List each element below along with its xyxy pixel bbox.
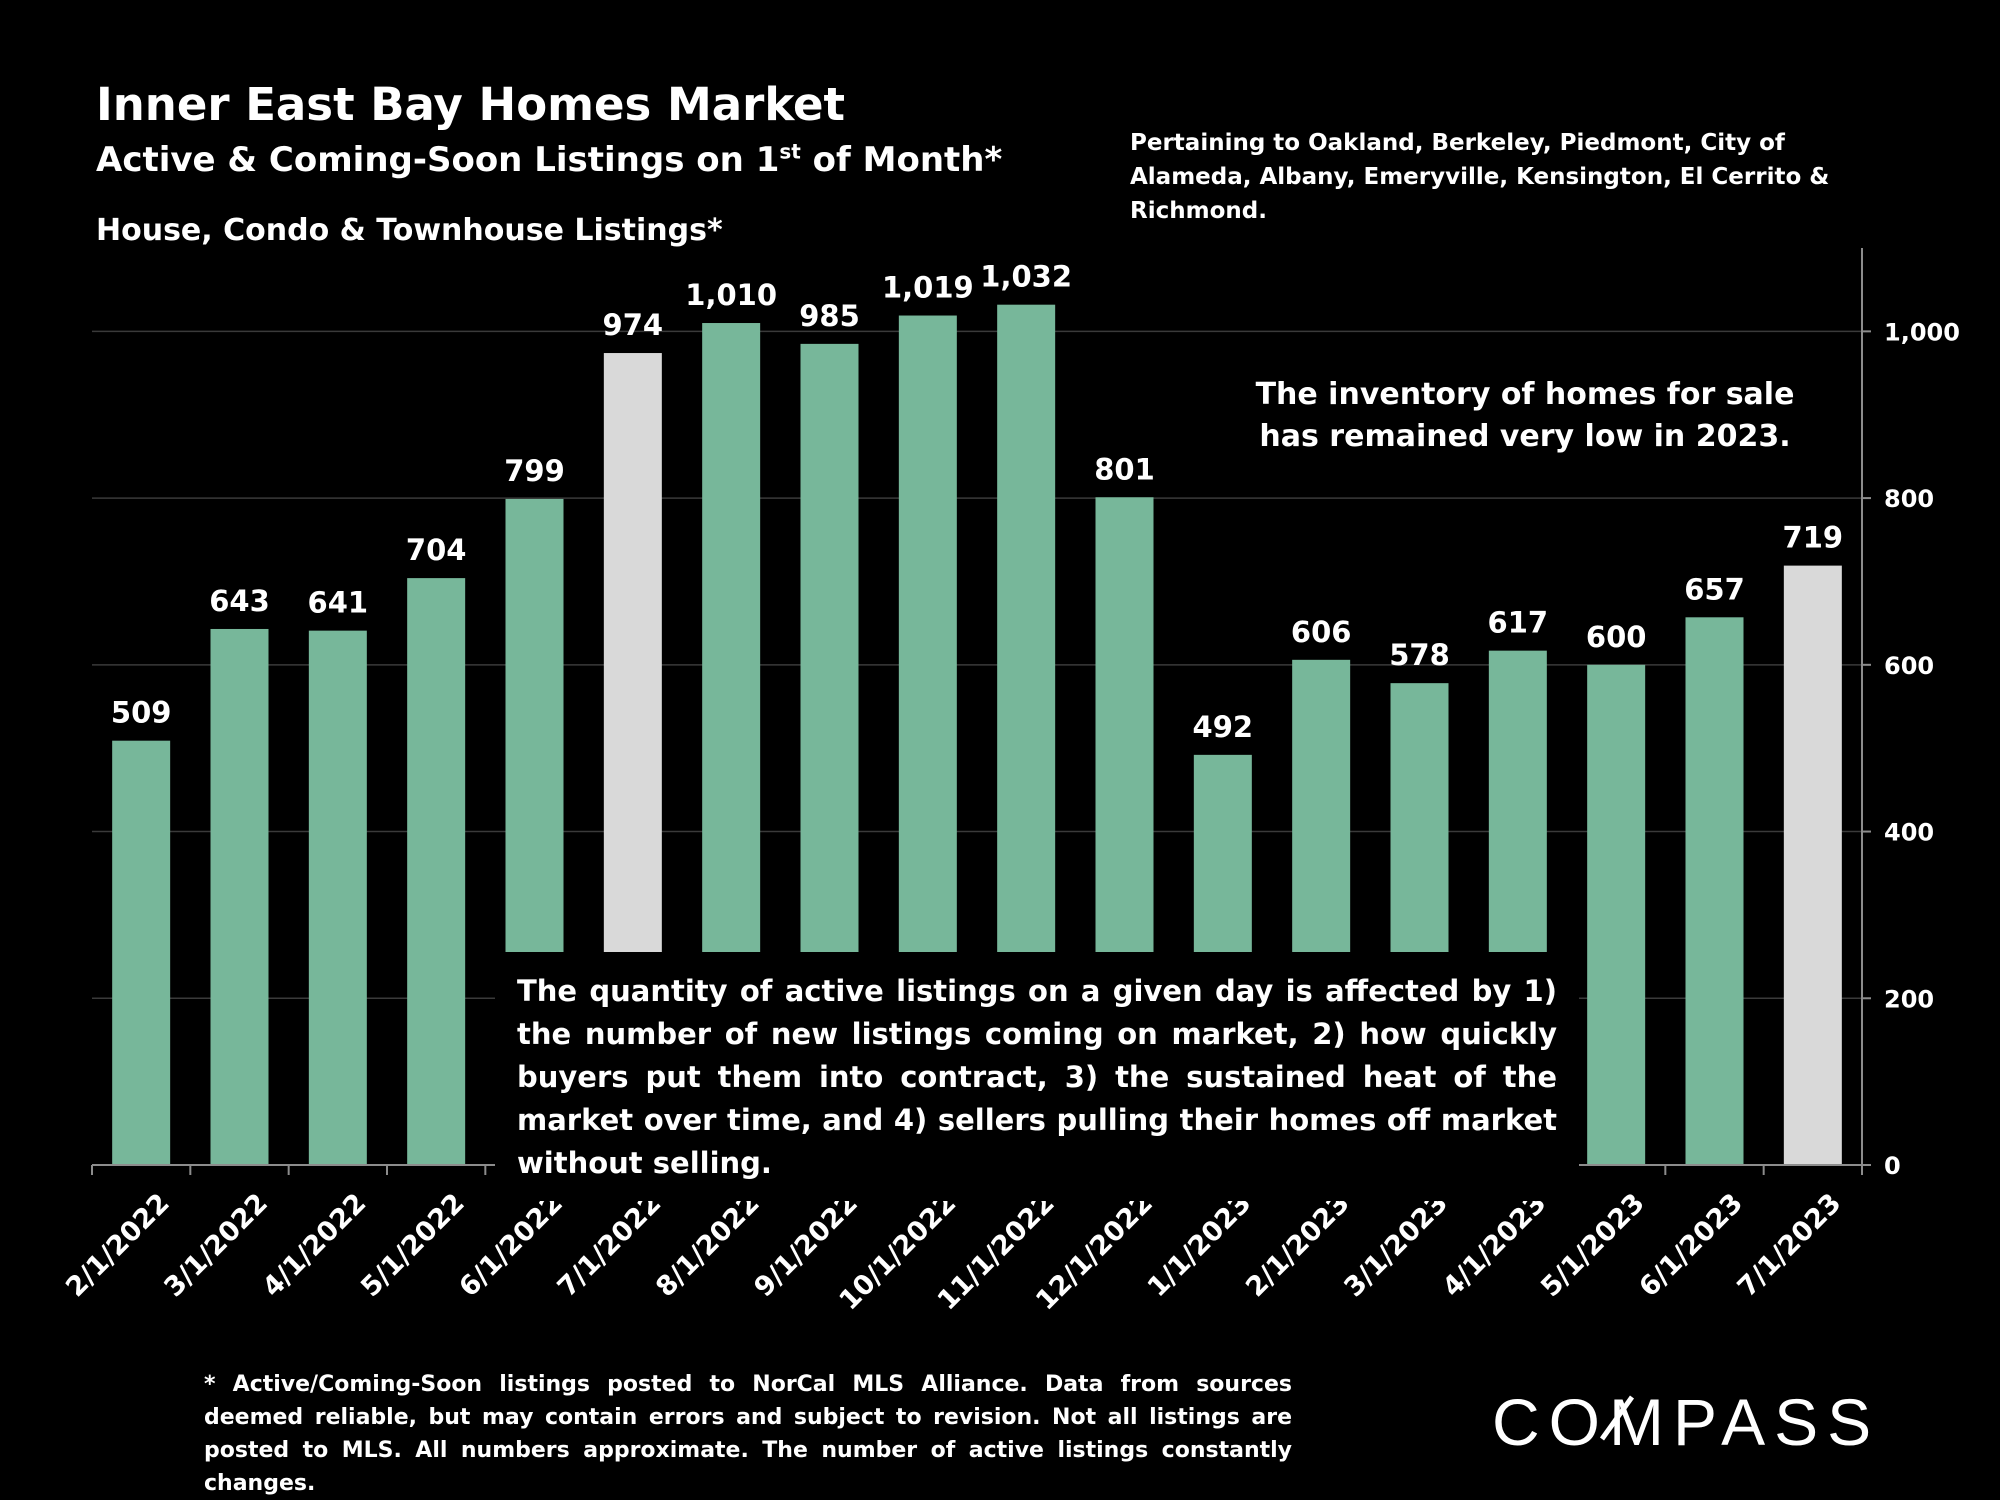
x-category-label: 1/1/2023 (1142, 1188, 1258, 1304)
subtitle-end-text: of Month* (800, 140, 1003, 180)
chart-subtitle: Active & Coming-Soon Listings on 1st of … (96, 140, 1002, 180)
footnote: * Active/Coming-Soon listings posted to … (204, 1372, 1292, 1496)
x-category-label: 3/1/2023 (1338, 1188, 1454, 1304)
x-category-label: 5/1/2023 (1535, 1188, 1651, 1304)
bar-value-label: 1,019 (882, 271, 974, 305)
logo-text: COMPASS (1492, 1385, 1880, 1455)
x-category-label: 4/1/2022 (257, 1188, 373, 1304)
y-tick-label: 400 (1884, 819, 1934, 847)
x-category-label: 4/1/2023 (1437, 1188, 1553, 1304)
bar-value-label: 578 (1389, 638, 1450, 672)
compass-needle-icon (1599, 1395, 1635, 1441)
chart-series-caption: House, Condo & Townhouse Listings* (96, 213, 723, 248)
bar-value-label: 600 (1586, 620, 1647, 654)
data-labels: 509 643 641 704 799 974 1,010 985 1,019 1,032 801 4… (111, 260, 1843, 744)
bar (210, 628, 269, 1165)
bar-value-label: 641 (308, 586, 369, 620)
bar-value-label: 492 (1193, 710, 1254, 744)
bar-value-label: 985 (799, 299, 860, 333)
bar-value-label: 801 (1094, 452, 1155, 486)
bar-value-label: 643 (209, 584, 270, 618)
callout-box: The quantity of active listings on a giv… (495, 952, 1579, 1201)
x-category-label: 6/1/2023 (1633, 1188, 1749, 1304)
bar (1685, 617, 1744, 1165)
region-note: Pertaining to Oakland, Berkeley, Piedmon… (1130, 130, 1830, 224)
bar-value-label: 606 (1291, 615, 1352, 649)
x-category-label: 5/1/2022 (355, 1188, 471, 1304)
x-category-label: 2/1/2022 (60, 1188, 176, 1304)
bar (407, 578, 466, 1165)
y-tick-label: 600 (1884, 652, 1934, 680)
subtitle-superscript: st (779, 139, 801, 164)
y-tick-label: 200 (1884, 985, 1934, 1013)
y-tick-label: 800 (1884, 485, 1934, 513)
x-category-label: 2/1/2023 (1240, 1188, 1356, 1304)
bar (112, 740, 171, 1165)
x-category-label: 8/1/2022 (650, 1188, 766, 1304)
inventory-annotation: The inventory of homes for sale has rema… (1255, 377, 1795, 454)
chart-title: Inner East Bay Homes Market (96, 78, 846, 131)
y-tick-label: 1,000 (1884, 318, 1960, 346)
bar (1783, 565, 1842, 1165)
bar-value-label: 1,032 (980, 260, 1072, 294)
bar-value-label: 1,010 (685, 278, 777, 312)
bar-value-label: 719 (1783, 521, 1844, 555)
bar-value-label: 657 (1684, 572, 1745, 606)
bar-value-label: 974 (603, 308, 664, 342)
bar-value-label: 509 (111, 696, 172, 730)
x-category-label: 7/1/2023 (1732, 1188, 1848, 1304)
x-category-label: 3/1/2022 (158, 1188, 274, 1304)
bar-value-label: 704 (406, 533, 467, 567)
x-category-label: 7/1/2022 (552, 1188, 668, 1304)
compass-logo: COMPASS (1492, 1385, 1880, 1455)
bar (308, 630, 367, 1165)
bar (1587, 664, 1646, 1165)
bar-value-label: 617 (1488, 606, 1549, 640)
subtitle-main-text: Active & Coming-Soon Listings on 1 (96, 140, 780, 180)
bar-value-label: 799 (504, 454, 565, 488)
x-category-label: 6/1/2022 (453, 1188, 569, 1304)
y-tick-label: 0 (1884, 1152, 1901, 1180)
